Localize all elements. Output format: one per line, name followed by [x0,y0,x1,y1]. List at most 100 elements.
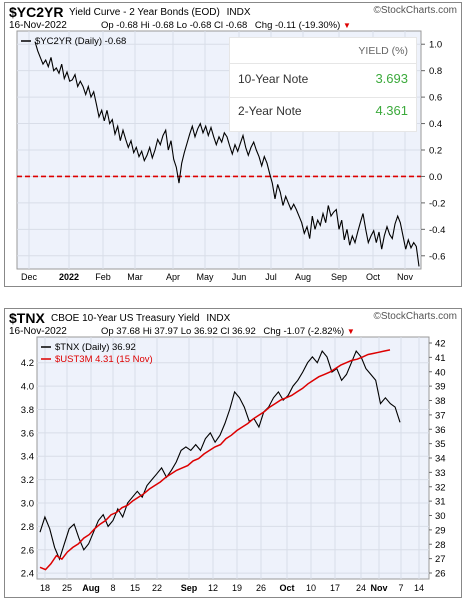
x-tick-label: Oct [279,583,294,593]
y-left-tick-label: 3.4 [21,452,34,463]
y-tick-label: 0.4 [429,119,442,130]
x-tick-label: Jul [265,272,277,282]
change-values: Chg -1.07 (-2.82%) [263,326,345,337]
legend-label-ust3m: $UST3M 4.31 (15 Nov) [55,354,153,365]
y-right-tick-label: 27 [435,554,446,565]
y-right-tick-label: 31 [435,497,446,508]
chart-date: 16-Nov-2022 [9,326,67,337]
brand-copyright-icon: © [373,311,381,322]
y-left-tick-label: 3.8 [21,405,34,416]
x-tick-label: 12 [208,583,218,593]
y-right-tick-label: 41 [435,353,446,364]
y-tick-label: 0.6 [429,93,442,104]
yield-table-header: YIELD (%) [358,45,408,57]
y-left-tick-label: 2.6 [21,545,34,556]
chart-name: Yield Curve - 2 Year Bonds (EOD) INDX [69,7,251,18]
chart-date: 16-Nov-2022 [9,20,67,31]
y-left-tick-label: 3.0 [21,499,34,510]
x-tick-label: 17 [330,583,340,593]
x-tick-label: Mar [127,272,143,282]
y-tick-label: 0.8 [429,66,442,77]
down-arrow-icon: ▼ [342,21,351,30]
y-right-tick-label: 39 [435,382,446,393]
chart-ohlc: Op 37.68 Hi 37.97 Lo 36.92 Cl 36.92 Chg … [101,326,355,337]
y-right-tick-label: 38 [435,396,446,407]
brand-copyright-icon: © [373,5,381,16]
y-tick-label: -0.4 [429,225,445,236]
yield-table: YIELD (%) 10-Year Note 3.693 2-Year Note… [229,37,417,132]
x-tick-label: Jun [232,272,247,282]
yield-row-label: 10-Year Note [238,72,309,86]
series-line-ust3m [39,349,391,571]
y-left-tick-label: 4.2 [21,358,34,369]
yield-row-value: 3.693 [375,71,408,86]
y-tick-label: -0.2 [429,198,445,209]
brand-text: StockCharts.com [380,311,457,322]
y-tick-label: 0.2 [429,146,442,157]
yield-row-2yr: 2-Year Note 4.361 [238,102,408,124]
y-right-tick-label: 34 [435,454,446,465]
plot-area [36,336,430,580]
y-right-tick-label: 32 [435,482,446,493]
x-tick-label: 15 [130,583,140,593]
y-left-tick-label: 2.4 [21,569,34,580]
y-left-tick-label: 2.8 [21,522,34,533]
y-tick-label: -0.6 [429,251,445,262]
x-tick-label: Oct [366,272,381,282]
y-tick-label: 0.0 [429,172,442,183]
y-right-tick-label: 37 [435,410,446,421]
brand-logo: ©StockCharts.com [373,5,457,16]
x-tick-label: 14 [414,583,424,593]
chart-symbol: $TNX [9,310,45,326]
y-right-tick-label: 36 [435,425,446,436]
tnx-chart-panel: $TNX CBOE 10-Year US Treasury Yield INDX… [4,308,462,598]
x-tick-label: 10 [306,583,316,593]
y-right-tick-label: 33 [435,468,446,479]
chart-exchange: INDX [206,313,231,324]
chart-symbol: $YC2YR [9,4,64,20]
chart-name-text: CBOE 10-Year US Treasury Yield [51,313,200,324]
tnx-plot: 18 25 Aug 8 15 22 Sep 12 19 26 Oct 10 17 24 Nov 7 14 2.4 2… [21,336,446,593]
yield-row-10yr: 10-Year Note 3.693 [238,70,408,92]
series-line-tnx [39,349,401,561]
yield-table-divider [230,63,416,64]
x-tick-label: Nov [397,272,414,282]
series-line-yc2yr [34,41,420,267]
brand-text: StockCharts.com [380,5,457,16]
legend-label-tnx: $TNX (Daily) 36.92 [55,342,136,353]
yield-table-divider [230,97,416,98]
y-right-tick-label: 42 [435,339,446,350]
yield-row-value: 4.361 [375,103,408,118]
change-values: Chg -0.11 (-19.30%) [254,20,341,31]
x-tick-label: 22 [152,583,162,593]
x-tick-label: Aug [82,583,100,593]
x-tick-label: Nov [370,583,387,593]
x-tick-label: Feb [95,272,111,282]
y-right-tick-label: 28 [435,540,446,551]
x-tick-label: Aug [295,272,311,282]
chart-exchange: INDX [226,7,251,18]
y-left-tick-label: 3.6 [21,428,34,439]
x-tick-label: 26 [256,583,266,593]
x-tick-label: 8 [110,583,115,593]
y-left-tick-label: 4.0 [21,382,34,393]
x-tick-label: 24 [356,583,366,593]
ohlc-values: Op -0.68 Hi -0.68 Lo -0.68 Cl -0.68 [101,20,248,31]
y-right-tick-label: 40 [435,367,446,378]
y-right-tick-label: 30 [435,511,446,522]
x-tick-label: Sep [181,583,198,593]
legend-label: $YC2YR (Daily) -0.68 [35,36,126,47]
y-right-tick-label: 29 [435,525,446,536]
x-tick-label: 25 [62,583,72,593]
ohlc-values: Op 37.68 Hi 37.97 Lo 36.92 Cl 36.92 [101,326,256,337]
y-tick-label: 1.0 [429,40,442,51]
x-tick-label: 18 [40,583,50,593]
chart-ohlc: Op -0.68 Hi -0.68 Lo -0.68 Cl -0.68 Chg … [101,20,351,31]
y-left-tick-label: 3.2 [21,475,34,486]
chart-name-text: Yield Curve - 2 Year Bonds (EOD) [69,7,220,18]
x-tick-label: May [196,272,214,282]
yield-row-label: 2-Year Note [238,104,302,118]
down-arrow-icon: ▼ [346,327,355,336]
x-tick-label: 2022 [59,272,79,282]
chart-name: CBOE 10-Year US Treasury Yield INDX [51,313,230,324]
